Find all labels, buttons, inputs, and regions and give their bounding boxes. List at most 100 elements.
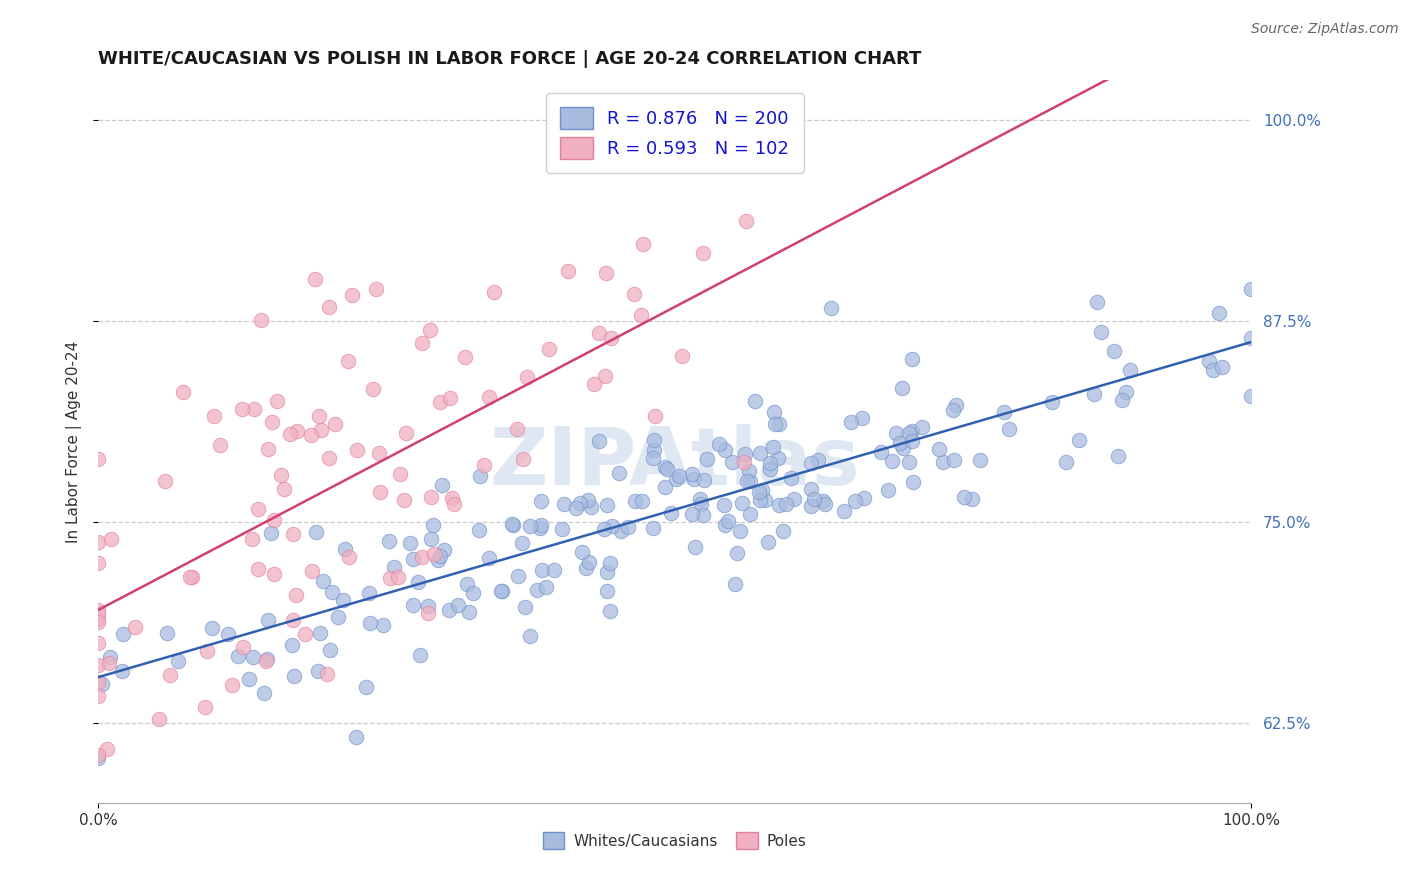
Point (515, 599, 537, 614)
Point (766, 450, 789, 465)
Point (1085, 294, 1108, 309)
Point (551, 522, 574, 536)
Point (596, 565, 619, 579)
Point (283, 526, 305, 541)
Point (553, 498, 575, 512)
Text: WHITE/CAUCASIAN VS POLISH IN LABOR FORCE | AGE 20-24 CORRELATION CHART: WHITE/CAUCASIAN VS POLISH IN LABOR FORCE… (98, 50, 922, 68)
Point (510, 536, 533, 550)
Point (371, 618, 394, 632)
Point (478, 390, 501, 404)
Point (654, 460, 676, 475)
Point (630, 308, 652, 322)
Point (714, 518, 737, 533)
Point (1240, 389, 1263, 403)
Point (891, 442, 914, 456)
Point (419, 532, 441, 546)
Point (433, 542, 456, 557)
Point (543, 563, 565, 577)
Point (811, 493, 834, 508)
Point (458, 605, 481, 619)
Point (429, 394, 451, 409)
Point (596, 498, 619, 512)
Point (416, 599, 439, 613)
Point (901, 351, 924, 366)
Point (326, 610, 349, 624)
Point (98, 650, 121, 665)
Point (731, 495, 754, 509)
Point (1102, 344, 1125, 359)
Point (600, 331, 623, 345)
Point (240, 532, 263, 546)
Point (803, 491, 825, 506)
Point (153, 474, 176, 488)
Point (880, 454, 903, 468)
Point (733, 455, 755, 469)
Point (491, 583, 513, 598)
Point (97, 656, 120, 670)
Point (430, 478, 453, 492)
Point (263, 567, 285, 582)
Point (409, 648, 432, 662)
Point (472, 458, 495, 472)
Point (111, 665, 134, 679)
Point (696, 451, 718, 466)
Point (87, 636, 110, 650)
Point (814, 497, 837, 511)
Point (419, 322, 441, 336)
Point (344, 731, 367, 745)
Point (630, 494, 652, 508)
Point (516, 369, 538, 384)
Point (623, 287, 645, 301)
Point (299, 427, 322, 442)
Point (96, 742, 118, 756)
Point (226, 648, 249, 663)
Point (124, 620, 146, 634)
Point (714, 443, 737, 458)
Point (839, 416, 862, 430)
Point (273, 482, 295, 496)
Point (247, 561, 270, 575)
Point (800, 499, 823, 513)
Point (596, 583, 619, 598)
Point (624, 493, 647, 508)
Point (388, 467, 411, 481)
Point (501, 516, 523, 531)
Point (502, 518, 524, 533)
Point (340, 288, 363, 302)
Point (725, 546, 748, 560)
Point (266, 394, 288, 409)
Point (506, 422, 529, 436)
Point (576, 493, 599, 508)
Point (853, 491, 876, 506)
Point (231, 401, 253, 416)
Point (713, 499, 735, 513)
Point (491, 584, 513, 599)
Point (1201, 363, 1223, 377)
Point (1040, 395, 1063, 409)
Point (751, 483, 773, 497)
Point (1198, 354, 1220, 368)
Point (482, 285, 505, 299)
Point (876, 483, 898, 498)
Point (593, 522, 616, 536)
Point (758, 456, 780, 470)
Point (993, 404, 1015, 418)
Point (87, 751, 110, 765)
Point (456, 576, 478, 591)
Point (1111, 393, 1133, 408)
Point (756, 535, 779, 549)
Point (692, 508, 714, 523)
Point (530, 494, 553, 508)
Point (945, 398, 967, 412)
Point (308, 409, 330, 423)
Point (998, 422, 1021, 436)
Point (87, 452, 110, 467)
Point (468, 468, 491, 483)
Point (928, 442, 950, 457)
Point (285, 424, 308, 438)
Point (354, 680, 377, 694)
Point (534, 580, 557, 594)
Point (309, 423, 332, 437)
Point (411, 550, 433, 565)
Point (643, 433, 665, 447)
